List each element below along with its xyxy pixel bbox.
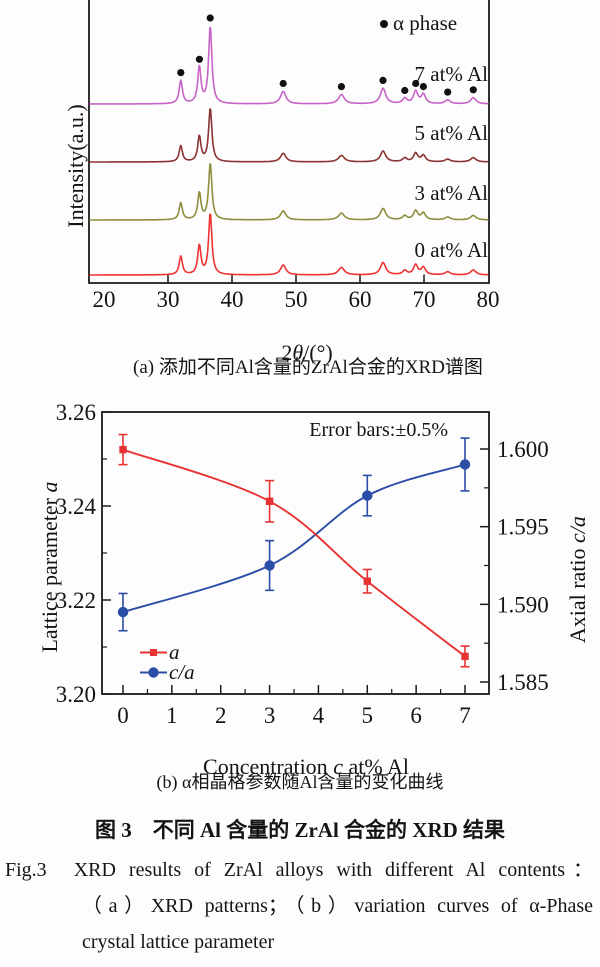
alpha-phase-dot-icon bbox=[380, 19, 388, 28]
svg-text:40: 40 bbox=[221, 287, 244, 312]
concentration-axis-label: Concentration c at% Al bbox=[203, 754, 409, 779]
svg-text:0: 0 bbox=[117, 703, 129, 728]
error-bars-annotation: Error bars:±0.5% bbox=[309, 419, 448, 441]
svg-text:30: 30 bbox=[157, 287, 180, 312]
svg-text:3.20: 3.20 bbox=[56, 682, 96, 707]
svg-text:1.585: 1.585 bbox=[497, 670, 549, 695]
svg-text:5: 5 bbox=[362, 703, 374, 728]
xrd-chart: 20 30 40 50 60 70 80 bbox=[88, 0, 500, 312]
legend-label-a: a bbox=[169, 640, 180, 664]
svg-text:1.595: 1.595 bbox=[497, 515, 549, 540]
svg-text:60: 60 bbox=[349, 287, 372, 312]
figure-number-label: Fig.3 bbox=[5, 859, 47, 881]
trace-label-3at: 3 at% Al bbox=[414, 181, 489, 205]
lattice-parameter-axis-label: Lattice parameter a bbox=[37, 481, 62, 653]
svg-text:6: 6 bbox=[410, 703, 422, 728]
figure-caption-en-line3: crystal lattice parameter bbox=[82, 931, 275, 953]
svg-text:70: 70 bbox=[413, 287, 436, 312]
svg-text:50: 50 bbox=[285, 287, 308, 312]
svg-text:7: 7 bbox=[459, 703, 471, 728]
alpha-phase-legend: α phase bbox=[380, 11, 457, 36]
trace-label-7at: 7 at% Al bbox=[414, 62, 489, 86]
caption-panel-b: (b) α相晶格参数随Al含量的变化曲线 bbox=[156, 772, 444, 792]
figure-caption-zh: 图 3 不同 Al 含量的 ZrAl 合金的 XRD 结果 bbox=[94, 818, 506, 842]
axial-ratio-axis-label: Axial ratio c/a bbox=[565, 516, 590, 644]
svg-text:3.22: 3.22 bbox=[56, 588, 96, 613]
figure-caption-en-line2: （a）XRD patterns；（b）variation curves of α… bbox=[82, 895, 593, 917]
trace-label-0at: 0 at% Al bbox=[414, 238, 489, 262]
svg-text:4: 4 bbox=[313, 703, 325, 728]
figure-caption-en-line1: Fig.3 XRD results of ZrAl alloys with di… bbox=[5, 859, 594, 881]
svg-text:3: 3 bbox=[264, 703, 276, 728]
svg-text:3.26: 3.26 bbox=[56, 400, 96, 425]
svg-text:1.600: 1.600 bbox=[497, 437, 549, 462]
svg-text:1: 1 bbox=[166, 703, 178, 728]
svg-text:3.24: 3.24 bbox=[56, 494, 97, 519]
svg-text:1.590: 1.590 bbox=[497, 592, 549, 617]
two-theta-axis-label: 2θ/(°) bbox=[281, 340, 333, 365]
lattice-chart: 0 1 2 3 4 5 6 7 3.20 3.22 3.24 3.26 1.585 1.590 1.595 1… bbox=[56, 400, 549, 728]
trace-label-5at: 5 at% Al bbox=[414, 121, 489, 145]
caption-panel-a: (a) 添加不同Al含量的ZrAl合金的XRD谱图 bbox=[133, 357, 483, 378]
legend-label-ca: c/a bbox=[169, 660, 195, 684]
svg-text:20: 20 bbox=[93, 287, 116, 312]
svg-text:80: 80 bbox=[477, 287, 500, 312]
svg-text:2: 2 bbox=[215, 703, 227, 728]
alpha-phase-label: α phase bbox=[393, 11, 458, 35]
intensity-axis-label: Intensity(a.u.) bbox=[63, 104, 88, 228]
